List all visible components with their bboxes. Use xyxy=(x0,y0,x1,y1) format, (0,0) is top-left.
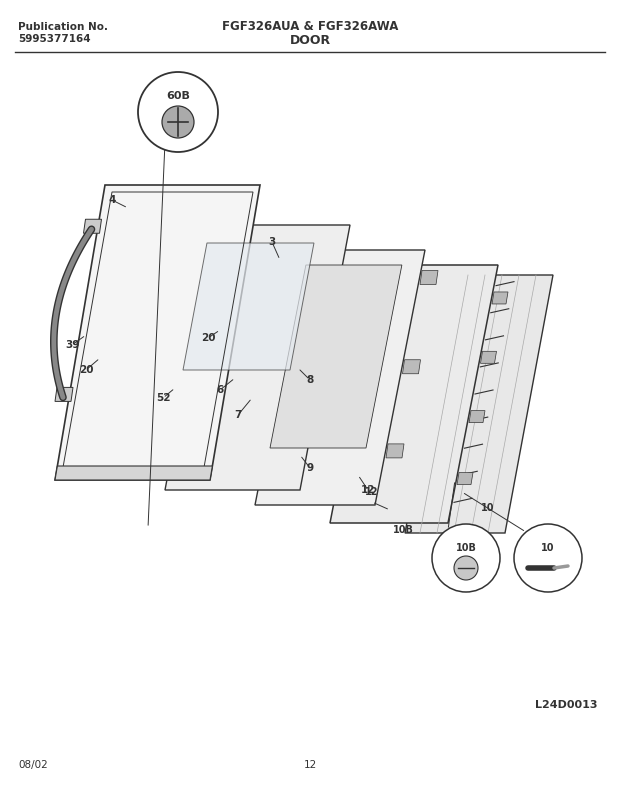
Polygon shape xyxy=(270,265,402,448)
Text: 9: 9 xyxy=(306,463,314,473)
Text: Publication No.: Publication No. xyxy=(18,22,108,32)
Text: 20: 20 xyxy=(201,333,215,343)
Polygon shape xyxy=(420,270,438,285)
Text: 10B: 10B xyxy=(392,525,414,535)
Text: 12: 12 xyxy=(303,760,317,770)
Polygon shape xyxy=(405,275,553,533)
Polygon shape xyxy=(255,250,425,505)
Circle shape xyxy=(138,72,218,152)
Text: 10: 10 xyxy=(541,543,555,553)
Text: 4: 4 xyxy=(108,195,116,205)
Text: 8: 8 xyxy=(306,375,314,385)
Polygon shape xyxy=(386,444,404,458)
Text: eReplacementParts.com: eReplacementParts.com xyxy=(234,434,386,446)
Text: 39: 39 xyxy=(65,340,79,350)
Text: 08/02: 08/02 xyxy=(18,760,48,770)
Polygon shape xyxy=(330,265,498,523)
Polygon shape xyxy=(84,219,102,233)
Text: 7: 7 xyxy=(234,410,242,420)
Text: DOOR: DOOR xyxy=(290,34,330,47)
Text: 5995377164: 5995377164 xyxy=(18,34,91,44)
Polygon shape xyxy=(55,388,73,401)
Circle shape xyxy=(432,524,500,592)
Text: 60B: 60B xyxy=(166,91,190,101)
Polygon shape xyxy=(457,473,473,485)
Polygon shape xyxy=(183,243,314,370)
Text: L24D0013: L24D0013 xyxy=(536,700,598,710)
Circle shape xyxy=(162,106,194,138)
Text: 10B: 10B xyxy=(456,543,476,553)
Polygon shape xyxy=(402,360,420,374)
Circle shape xyxy=(454,556,478,580)
Polygon shape xyxy=(469,411,485,423)
Text: 20: 20 xyxy=(79,365,93,375)
Polygon shape xyxy=(55,466,213,480)
Text: 10: 10 xyxy=(481,503,495,513)
Polygon shape xyxy=(55,185,260,480)
Text: 6: 6 xyxy=(216,385,224,395)
Circle shape xyxy=(514,524,582,592)
Text: 52: 52 xyxy=(156,393,171,403)
Text: 3: 3 xyxy=(268,237,276,247)
Polygon shape xyxy=(492,292,508,304)
Text: 12: 12 xyxy=(361,485,375,495)
Polygon shape xyxy=(165,225,350,490)
Text: 12: 12 xyxy=(365,487,379,497)
Polygon shape xyxy=(480,351,497,363)
Text: FGF326AUA & FGF326AWA: FGF326AUA & FGF326AWA xyxy=(222,20,398,33)
